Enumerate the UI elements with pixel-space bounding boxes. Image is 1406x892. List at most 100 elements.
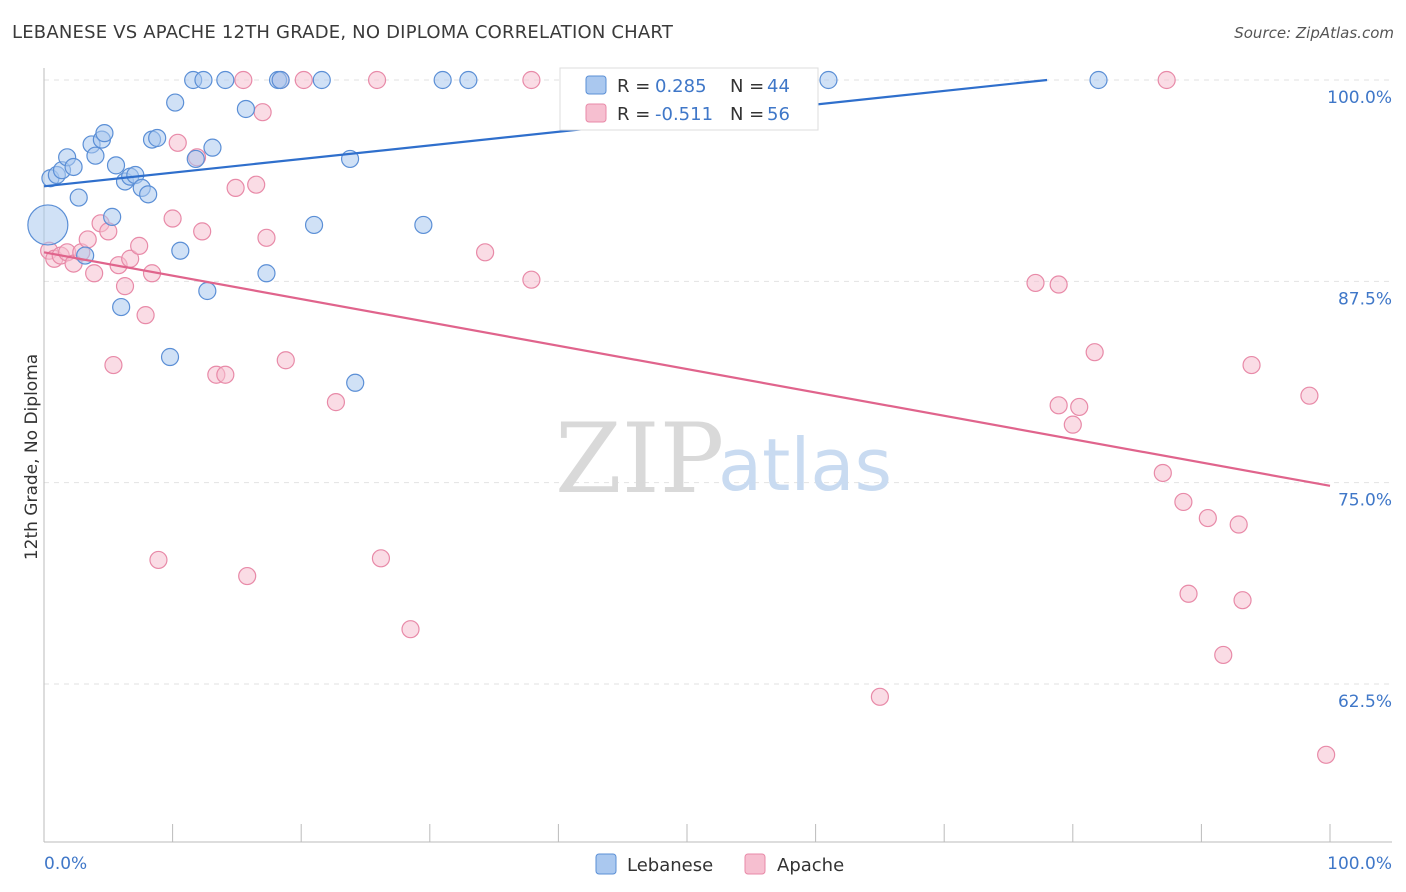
lebanese-point-12 [103, 207, 122, 226]
legend-r-label-lebanese: R = [617, 76, 650, 97]
watermark-zip: ZIP [555, 403, 724, 515]
apache-point-34 [367, 70, 387, 90]
apache-point-14 [130, 236, 149, 255]
lebanese-point-34 [271, 70, 290, 90]
series-legend: Lebanese Apache [595, 853, 844, 876]
apache-point-32 [294, 70, 313, 90]
axes [43, 68, 1392, 843]
apache-point-45 [1070, 397, 1089, 417]
lebanese-point-23 [166, 93, 185, 112]
legend-r-label-apache: R = [617, 104, 650, 125]
lebanese-point-22 [160, 347, 180, 367]
apache-point-43 [1049, 396, 1068, 415]
legend-n-label-lebanese: N = [730, 76, 764, 97]
apache-point-26 [238, 566, 257, 586]
apache-point-25 [234, 70, 253, 90]
apache-point-37 [475, 243, 495, 262]
legend-n-value-apache: 56 [767, 104, 790, 125]
apache-point-47 [1153, 463, 1172, 483]
y-tick-label-1: 75.0% [1338, 491, 1392, 511]
apache-point-28 [253, 103, 272, 122]
lebanese-point-30 [216, 70, 235, 90]
lebanese-point-42 [819, 70, 838, 90]
legend-swatch-lebanese [585, 75, 607, 95]
apache-point-17 [149, 550, 168, 570]
apache-point-33 [326, 393, 346, 412]
apache-point-52 [1214, 645, 1233, 665]
trend-lines [43, 78, 1331, 487]
apache-point-53 [1229, 515, 1248, 534]
series-legend-label-lebanese: Lebanese [627, 855, 713, 876]
lebanese-point-26 [186, 149, 205, 169]
lebanese-point-11 [95, 124, 114, 143]
lebanese-point-27 [194, 70, 213, 90]
source-credit: Source: ZipAtlas.com [1234, 24, 1394, 42]
apache-point-23 [216, 365, 235, 384]
apache-point-27 [247, 175, 266, 194]
apache-point-24 [226, 178, 245, 198]
apache-point-19 [168, 133, 187, 152]
lebanese-points [27, 70, 1108, 392]
apache-point-57 [1317, 745, 1336, 764]
y-axis-label: 12th Grade, No Diploma [22, 354, 42, 560]
lebanese-point-13 [106, 156, 126, 175]
apache-point-40 [870, 687, 890, 706]
lebanese-point-40 [433, 70, 452, 90]
legend-swatch-apache [585, 103, 607, 123]
apache-point-7 [85, 264, 104, 283]
apache-point-54 [1233, 591, 1252, 610]
apache-point-46 [1085, 343, 1104, 362]
watermark-atlas: atlas [718, 423, 892, 507]
lebanese-point-38 [346, 373, 365, 392]
apache-point-36 [401, 620, 420, 639]
lebanese-point-14 [112, 297, 131, 317]
lebanese-point-29 [203, 138, 222, 157]
lebanese-point-0 [27, 204, 69, 246]
lebanese-point-6 [69, 188, 88, 207]
legend-n-label-apache: N = [730, 104, 764, 125]
lebanese-point-39 [414, 215, 433, 235]
lebanese-point-41 [459, 70, 478, 90]
lebanese-trend-line [43, 78, 1048, 188]
apache-point-50 [1179, 584, 1198, 603]
y-tick-label-2: 87.5% [1338, 289, 1392, 309]
apache-point-35 [371, 549, 391, 568]
lebanese-point-19 [139, 185, 158, 204]
chart-title: LEBANESE VS APACHE 12TH GRADE, NO DIPLOM… [12, 22, 674, 43]
apache-point-41 [1026, 273, 1045, 293]
apache-point-31 [276, 351, 295, 370]
apache-point-29 [257, 228, 276, 247]
lebanese-point-43 [1089, 70, 1108, 90]
apache-point-15 [136, 306, 155, 325]
x-tick-label-1: 100.0% [1327, 854, 1392, 874]
lebanese-point-36 [312, 70, 331, 90]
apache-point-49 [1174, 492, 1193, 512]
apache-point-10 [104, 355, 123, 375]
lebanese-point-9 [86, 146, 105, 165]
legend-n-value-lebanese: 44 [767, 76, 790, 97]
apache-trend-line [43, 251, 1331, 487]
lebanese-point-24 [171, 241, 190, 260]
series-legend-swatch-apache [744, 853, 766, 875]
y-tick-label-3: 100.0% [1327, 88, 1392, 108]
series-legend-swatch-lebanese [595, 853, 617, 875]
apache-point-21 [193, 222, 212, 241]
tick-labels: 62.5% 75.0% 87.5% 100.0% 0.0% 100.0% [44, 88, 1392, 874]
apache-point-44 [1063, 415, 1082, 434]
lebanese-point-31 [236, 99, 256, 119]
apache-point-42 [1049, 275, 1068, 294]
apache-point-51 [1198, 508, 1217, 528]
apache-point-38 [522, 270, 541, 289]
lebanese-point-21 [148, 128, 167, 148]
lebanese-point-35 [304, 215, 324, 235]
legend-r-value-apache: -0.511 [655, 104, 713, 125]
lebanese-point-5 [64, 157, 83, 177]
y-tick-label-0: 62.5% [1338, 692, 1392, 712]
apache-point-39 [522, 70, 541, 90]
apache-point-6 [78, 230, 97, 249]
lebanese-point-32 [257, 264, 276, 283]
apache-point-55 [1242, 355, 1261, 375]
legend-r-value-lebanese: 0.285 [655, 76, 707, 97]
watermark: ZIP atlas [555, 403, 892, 515]
